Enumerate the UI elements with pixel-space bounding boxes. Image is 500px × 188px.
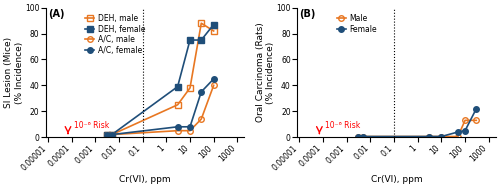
Male [360,135,366,138]
Legend: DEH, male, DEH, female, A/C, male, A/C, female: DEH, male, DEH, female, A/C, male, A/C, … [86,14,145,55]
Y-axis label: Oral Carcinoma (Rats)
(% Incidence): Oral Carcinoma (Rats) (% Incidence) [256,23,275,122]
Male [438,135,444,138]
A/C, female [109,133,115,136]
DEH, male [109,133,115,136]
Male [426,135,432,138]
DEH, female [104,133,110,136]
X-axis label: Cr(VI), ppm: Cr(VI), ppm [120,175,171,184]
Male [355,135,361,138]
Line: Female: Female [355,106,479,139]
DEH, male [187,87,193,89]
Text: 10⁻⁶ Risk: 10⁻⁶ Risk [74,121,110,130]
Female [355,135,361,138]
Female [462,130,468,132]
DEH, female [210,23,216,26]
Female [474,108,480,110]
Male [455,135,461,138]
A/C, female [104,133,110,136]
Text: (B): (B) [299,9,316,19]
Female [360,135,366,138]
Female [426,135,432,138]
Male [474,119,480,121]
A/C, male [198,118,204,120]
Y-axis label: SI Lesion (Mice)
(% Incidence): SI Lesion (Mice) (% Incidence) [4,37,24,108]
A/C, female [187,126,193,128]
Line: Male: Male [355,118,479,139]
Male [462,119,468,121]
A/C, female [174,126,180,128]
DEH, male [104,133,110,136]
A/C, male [109,133,115,136]
Line: DEH, male: DEH, male [104,20,216,137]
A/C, male [210,84,216,86]
A/C, male [174,130,180,132]
DEH, male [210,30,216,32]
Legend: Male, Female: Male, Female [336,14,376,34]
Line: DEH, female: DEH, female [104,22,216,137]
Text: (A): (A) [48,9,64,19]
Line: A/C, male: A/C, male [104,83,216,137]
A/C, female [198,91,204,93]
DEH, male [198,22,204,24]
DEH, male [174,104,180,106]
DEH, female [174,86,180,88]
Female [438,135,444,138]
DEH, female [187,39,193,41]
Text: 10⁻⁶ Risk: 10⁻⁶ Risk [326,121,360,130]
X-axis label: Cr(VI), ppm: Cr(VI), ppm [370,175,422,184]
A/C, male [187,130,193,132]
DEH, female [109,133,115,136]
A/C, female [210,78,216,80]
Female [455,131,461,133]
A/C, male [104,133,110,136]
Line: A/C, female: A/C, female [104,76,216,137]
DEH, female [198,39,204,41]
